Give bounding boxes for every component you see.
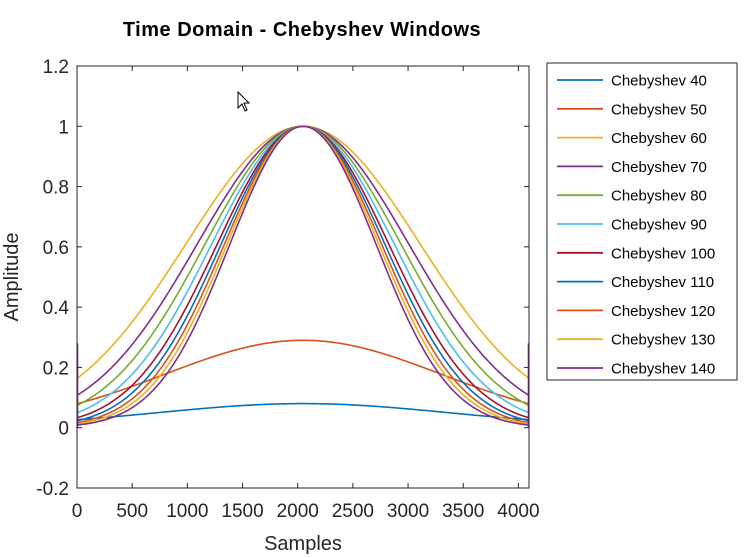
series-line (76, 402, 530, 421)
y-tick-label: 0 (58, 419, 69, 440)
x-tick-label: 3000 (387, 501, 429, 522)
legend-entry: Chebyshev 60 (611, 130, 707, 147)
y-tick-label: 0.4 (43, 298, 70, 319)
x-tick-label: 500 (116, 501, 148, 522)
series-line (76, 125, 530, 426)
y-tick-label: -0.2 (36, 479, 69, 500)
legend-entry: Chebyshev 80 (611, 188, 707, 205)
x-axis-label: Samples (264, 533, 342, 555)
y-axis-label: Amplitude (1, 233, 23, 322)
legend-entry: Chebyshev 110 (611, 274, 714, 291)
y-tick-label: 0.6 (43, 238, 69, 259)
mouse-cursor-icon (237, 90, 251, 112)
legend-entry: Chebyshev 70 (611, 159, 707, 176)
legend-entry: Chebyshev 120 (611, 303, 715, 320)
x-tick-label: 1500 (221, 501, 263, 522)
legend-entry: Chebyshev 50 (611, 101, 707, 118)
x-tick-label: 2000 (277, 501, 319, 522)
chart-title: Time Domain - Chebyshev Windows (123, 19, 481, 41)
legend-entry: Chebyshev 130 (611, 332, 715, 349)
x-tick-label: 1000 (166, 501, 208, 522)
x-tick-label: 4000 (497, 501, 539, 522)
x-tick-label: 3500 (442, 501, 484, 522)
y-axis-ticks: -0.2 0 0.2 0.4 0.6 0.8 1 1.2 (36, 57, 529, 500)
y-tick-label: 0.2 (43, 358, 69, 379)
plot-area (77, 66, 529, 488)
legend-box (546, 62, 738, 381)
plot-frame (76, 65, 530, 489)
legend-entry: Chebyshev 140 (611, 361, 715, 378)
y-tick-label: 1.2 (43, 57, 69, 78)
legend-entry: Chebyshev 100 (611, 245, 715, 262)
y-tick-label: 1 (58, 117, 69, 138)
x-tick-label: 2500 (332, 501, 374, 522)
legend: Chebyshev 40 Chebyshev 50 Chebyshev 60 Cheb… (546, 62, 738, 381)
legend-entry: Chebyshev 90 (611, 217, 707, 234)
x-tick-label: 0 (72, 501, 83, 522)
legend-entry: Chebyshev 40 (611, 73, 707, 90)
y-tick-label: 0.8 (43, 178, 69, 199)
x-axis-ticks: 0 500 1000 1500 2000 2500 3000 3500 4000 (72, 66, 540, 522)
